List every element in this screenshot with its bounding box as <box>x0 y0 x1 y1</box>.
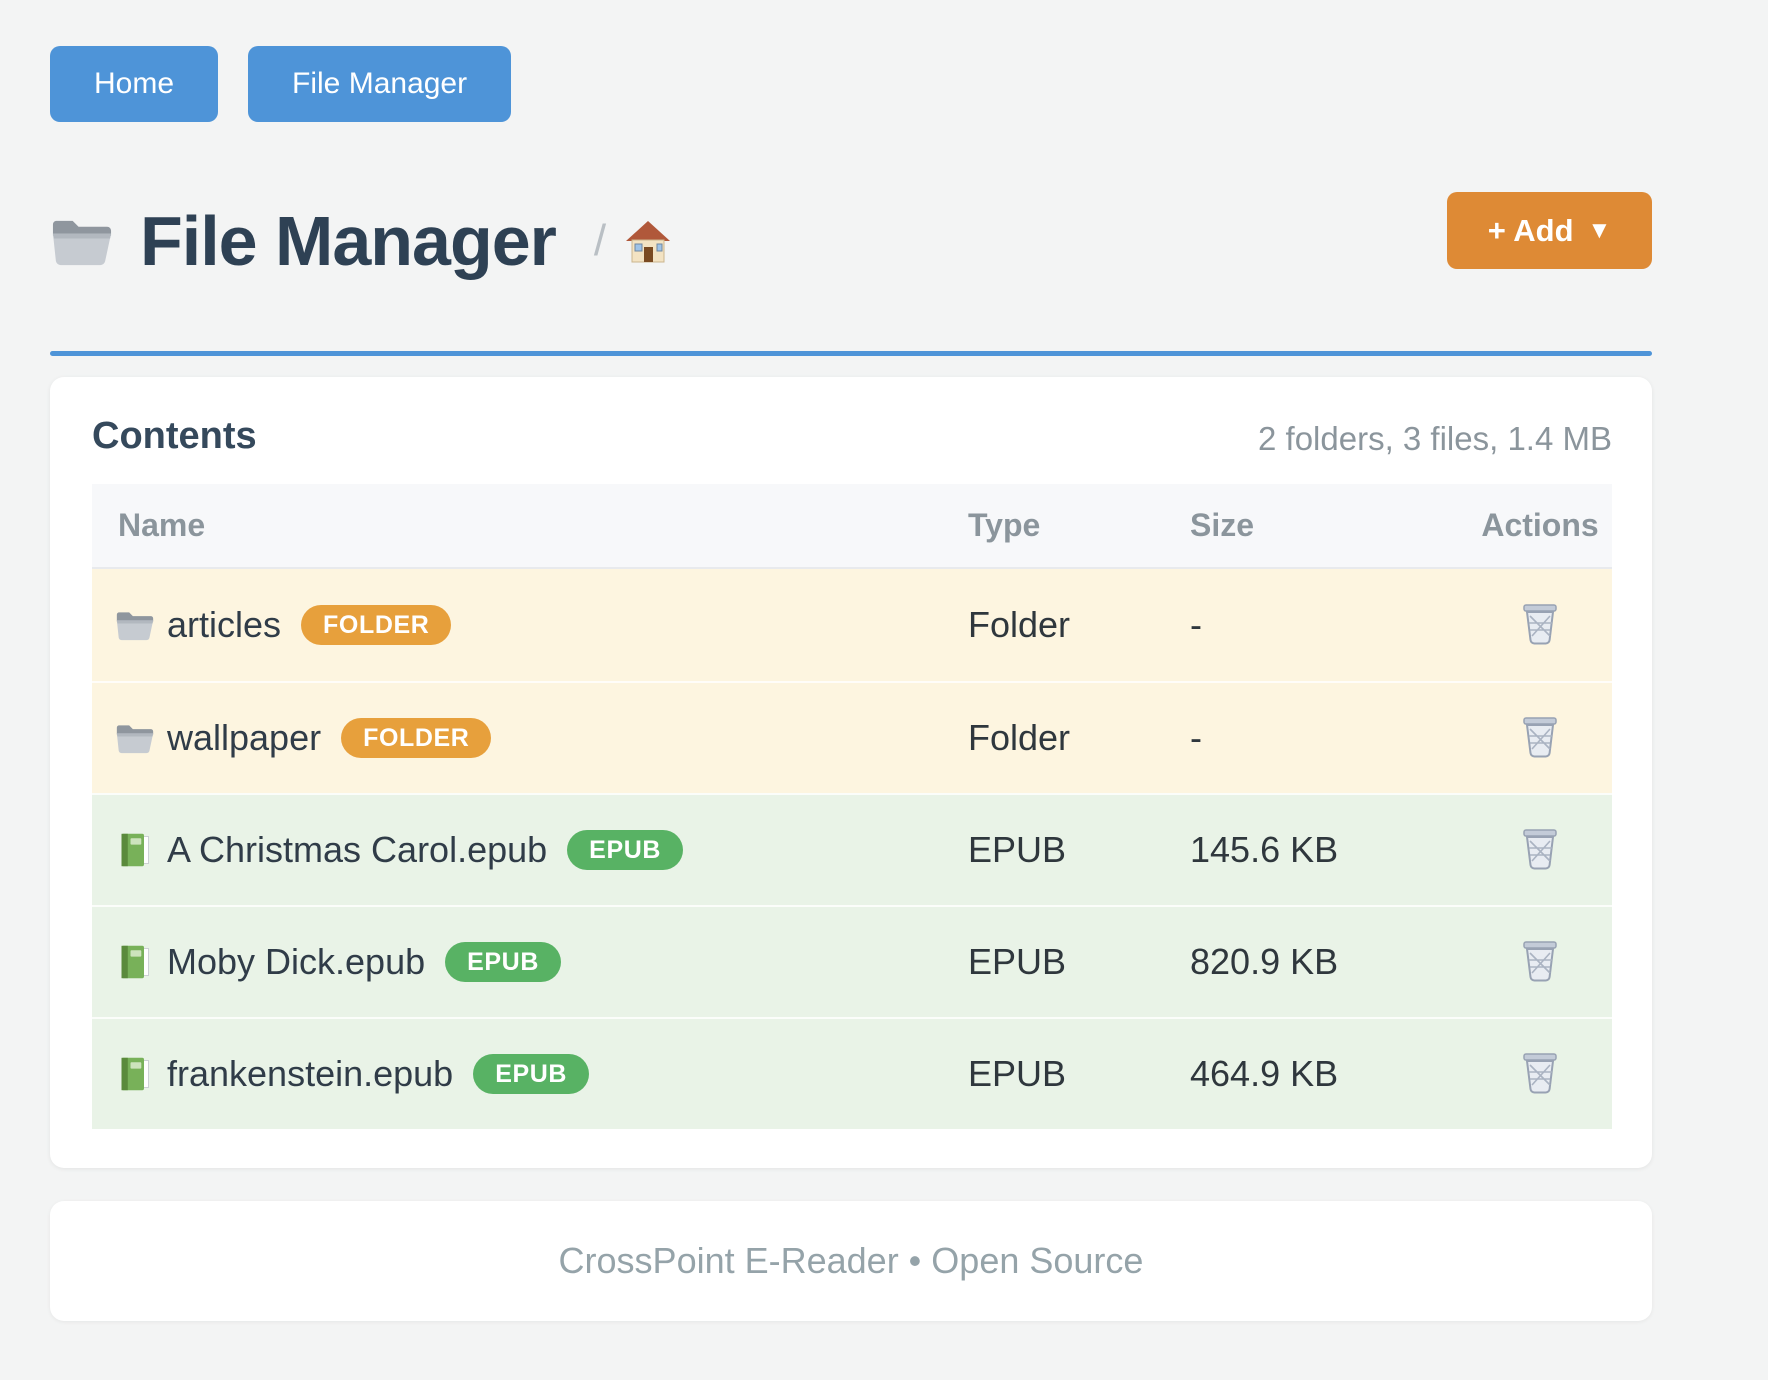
table-row: wallpaper FOLDER Folder - <box>92 681 1612 793</box>
file-name-cell[interactable]: articles FOLDER <box>92 604 968 646</box>
type-cell: EPUB <box>968 941 1067 982</box>
chevron-down-icon: ▼ <box>1587 216 1612 244</box>
status-badge: EPUB <box>473 1054 590 1094</box>
file-name: Moby Dick.epub <box>167 941 426 982</box>
table-row: A Christmas Carol.epub EPUB EPUB 145.6 K… <box>92 793 1612 905</box>
trash-icon <box>1520 826 1560 870</box>
file-name: frankenstein.epub <box>167 1053 454 1094</box>
column-header-type: Type <box>968 507 1041 543</box>
table-header: Name Type Size Actions <box>92 484 1612 569</box>
type-cell: Folder <box>968 604 1071 645</box>
size-cell: - <box>1190 604 1202 645</box>
book-icon <box>115 944 155 980</box>
folder-icon <box>50 214 114 268</box>
size-cell: 820.9 KB <box>1190 941 1339 982</box>
type-cell: EPUB <box>968 829 1067 870</box>
trash-icon <box>1520 714 1560 758</box>
column-header-size: Size <box>1190 507 1255 543</box>
delete-button[interactable] <box>1516 934 1564 986</box>
page-header: File Manager / + Add ▼ <box>50 192 1652 289</box>
file-name-cell[interactable]: frankenstein.epub EPUB <box>92 1053 968 1095</box>
trash-icon <box>1520 938 1560 982</box>
type-cell: Folder <box>968 717 1071 758</box>
trash-icon <box>1520 601 1560 645</box>
contents-card: Contents 2 folders, 3 files, 1.4 MB Name… <box>50 377 1652 1168</box>
status-badge: EPUB <box>445 942 561 982</box>
file-name: A Christmas Carol.epub <box>167 829 548 870</box>
card-title: Contents <box>92 415 257 457</box>
table-row: Moby Dick.epub EPUB EPUB 820.9 KB <box>92 905 1612 1017</box>
contents-summary: 2 folders, 3 files, 1.4 MB <box>1258 420 1612 457</box>
nav-button-home[interactable]: Home <box>50 46 219 122</box>
type-cell: EPUB <box>968 1053 1067 1094</box>
page-title: File Manager <box>140 201 557 280</box>
status-badge: FOLDER <box>301 605 452 645</box>
folder-icon <box>115 607 155 643</box>
file-table: Name Type Size Actions articles FOLDER F… <box>92 484 1612 1129</box>
size-cell: 145.6 KB <box>1190 829 1339 870</box>
add-button[interactable]: + Add ▼ <box>1447 192 1652 269</box>
delete-button[interactable] <box>1516 597 1564 649</box>
delete-button[interactable] <box>1516 710 1564 762</box>
page: Home File Manager File Manager / + Add ▼… <box>50 0 1652 1321</box>
card-header: Contents 2 folders, 3 files, 1.4 MB <box>92 415 1612 458</box>
footer: CrossPoint E-Reader • Open Source <box>50 1201 1652 1321</box>
book-icon <box>115 832 155 868</box>
accent-divider <box>50 351 1652 356</box>
table-row: frankenstein.epub EPUB EPUB 464.9 KB <box>92 1017 1612 1129</box>
breadcrumb: / <box>594 216 672 266</box>
footer-text: CrossPoint E-Reader • Open Source <box>558 1240 1144 1281</box>
file-name: wallpaper <box>167 717 322 758</box>
size-cell: 464.9 KB <box>1190 1053 1339 1094</box>
breadcrumb-separator: / <box>593 215 607 265</box>
column-header-name: Name <box>118 507 206 543</box>
status-badge: FOLDER <box>341 718 492 758</box>
file-name: articles <box>167 604 282 645</box>
top-nav: Home File Manager <box>50 0 1652 122</box>
book-icon <box>115 1056 155 1092</box>
delete-button[interactable] <box>1516 822 1564 874</box>
home-icon[interactable] <box>624 218 672 264</box>
file-name-cell[interactable]: Moby Dick.epub EPUB <box>92 941 968 983</box>
size-cell: - <box>1190 717 1202 758</box>
delete-button[interactable] <box>1516 1046 1564 1098</box>
table-row: articles FOLDER Folder - <box>92 569 1612 681</box>
nav-button-file-manager[interactable]: File Manager <box>248 46 512 122</box>
trash-icon <box>1520 1050 1560 1094</box>
folder-icon <box>115 720 155 756</box>
file-name-cell[interactable]: wallpaper FOLDER <box>92 717 968 759</box>
file-name-cell[interactable]: A Christmas Carol.epub EPUB <box>92 829 968 871</box>
status-badge: EPUB <box>567 830 684 870</box>
add-button-label: + Add <box>1487 212 1574 248</box>
column-header-actions: Actions <box>1481 507 1599 543</box>
